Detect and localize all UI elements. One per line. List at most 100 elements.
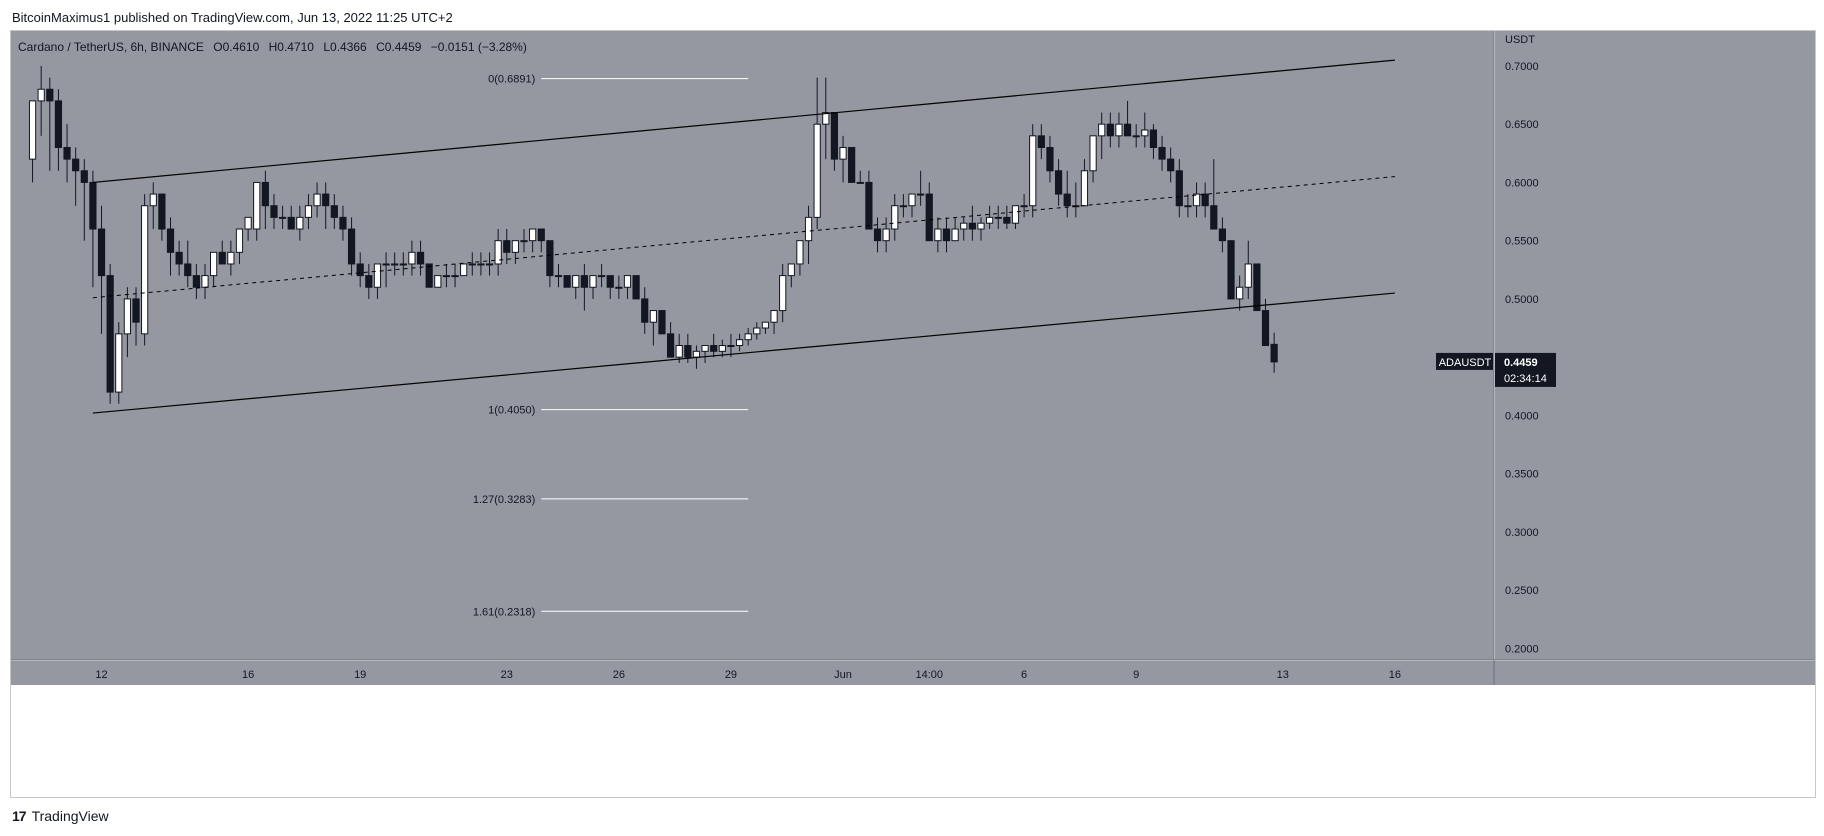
- candle[interactable]: [494, 229, 502, 276]
- candle[interactable]: [632, 275, 640, 300]
- candle[interactable]: [606, 275, 614, 299]
- candle[interactable]: [761, 321, 770, 334]
- candle[interactable]: [1244, 240, 1252, 299]
- candle[interactable]: [304, 194, 313, 230]
- candle[interactable]: [589, 275, 597, 299]
- candle[interactable]: [1123, 100, 1132, 137]
- candle[interactable]: [1218, 217, 1227, 253]
- candle[interactable]: [227, 240, 235, 276]
- candle[interactable]: [511, 240, 519, 264]
- candle[interactable]: [296, 205, 304, 241]
- candle[interactable]: [925, 182, 933, 242]
- candle[interactable]: [822, 77, 830, 160]
- candle[interactable]: [804, 205, 813, 264]
- candle[interactable]: [123, 287, 132, 358]
- candle[interactable]: [1227, 240, 1235, 300]
- candle[interactable]: [968, 205, 976, 241]
- candle[interactable]: [787, 263, 795, 288]
- candle[interactable]: [244, 216, 252, 241]
- candle[interactable]: [115, 322, 123, 404]
- candle[interactable]: [848, 146, 856, 183]
- candle[interactable]: [554, 263, 563, 288]
- candle[interactable]: [1037, 124, 1045, 160]
- candle[interactable]: [97, 205, 106, 334]
- candle[interactable]: [986, 205, 994, 230]
- candle[interactable]: [718, 339, 726, 358]
- candle[interactable]: [675, 333, 683, 363]
- candle[interactable]: [1089, 135, 1097, 183]
- channel-midline[interactable]: [92, 176, 1395, 299]
- candle[interactable]: [253, 181, 261, 241]
- candle[interactable]: [779, 263, 787, 323]
- candle[interactable]: [1201, 182, 1209, 218]
- candle[interactable]: [908, 193, 916, 218]
- candle[interactable]: [1098, 112, 1106, 160]
- candle[interactable]: [641, 287, 649, 334]
- candle[interactable]: [856, 170, 864, 184]
- candle[interactable]: [580, 263, 588, 311]
- candle[interactable]: [744, 328, 752, 346]
- candle[interactable]: [529, 228, 537, 253]
- candle[interactable]: [365, 263, 373, 299]
- candle[interactable]: [434, 275, 442, 288]
- candle[interactable]: [37, 65, 45, 136]
- candle[interactable]: [1175, 159, 1183, 218]
- candle[interactable]: [1054, 159, 1063, 206]
- channel-lower-line[interactable]: [92, 292, 1395, 414]
- candle[interactable]: [813, 77, 821, 230]
- candle[interactable]: [1253, 263, 1261, 312]
- candle[interactable]: [313, 182, 321, 218]
- candle[interactable]: [1020, 194, 1028, 218]
- candle[interactable]: [322, 182, 330, 230]
- candle[interactable]: [1063, 170, 1071, 218]
- candle[interactable]: [391, 252, 399, 276]
- tradingview-logo[interactable]: 17 TradingView: [12, 808, 109, 824]
- candle[interactable]: [72, 147, 80, 206]
- candle[interactable]: [270, 194, 278, 230]
- candle[interactable]: [210, 251, 218, 288]
- candle[interactable]: [382, 252, 390, 288]
- candle[interactable]: [839, 135, 847, 183]
- candle[interactable]: [1141, 112, 1149, 148]
- candle[interactable]: [451, 263, 459, 288]
- candle[interactable]: [917, 170, 925, 206]
- candle[interactable]: [977, 217, 985, 241]
- candle[interactable]: [572, 275, 580, 299]
- candle[interactable]: [106, 263, 114, 404]
- candle[interactable]: [1210, 159, 1218, 230]
- candle[interactable]: [175, 240, 183, 276]
- candle[interactable]: [287, 205, 295, 230]
- candle[interactable]: [727, 333, 735, 358]
- candle[interactable]: [899, 194, 907, 218]
- candle[interactable]: [891, 194, 899, 241]
- candle[interactable]: [149, 182, 157, 230]
- candle[interactable]: [735, 333, 744, 352]
- candle[interactable]: [261, 170, 269, 230]
- candle[interactable]: [658, 310, 666, 335]
- candle[interactable]: [166, 217, 175, 276]
- candle[interactable]: [28, 100, 37, 183]
- candle[interactable]: [1236, 275, 1244, 311]
- candle[interactable]: [442, 263, 451, 288]
- candle[interactable]: [753, 322, 761, 340]
- candle[interactable]: [951, 217, 959, 242]
- candle[interactable]: [416, 240, 425, 276]
- candle[interactable]: [347, 217, 356, 276]
- candle[interactable]: [994, 205, 1002, 230]
- candle[interactable]: [623, 275, 632, 299]
- candle[interactable]: [46, 77, 54, 171]
- price-axis[interactable]: [1495, 31, 1815, 660]
- candle[interactable]: [563, 275, 571, 288]
- candle[interactable]: [546, 240, 554, 288]
- candle[interactable]: [1270, 332, 1278, 373]
- candle[interactable]: [330, 194, 338, 230]
- candle[interactable]: [54, 89, 63, 171]
- candle[interactable]: [865, 170, 873, 230]
- candle[interactable]: [770, 310, 778, 334]
- candle[interactable]: [1115, 112, 1123, 148]
- time-axis[interactable]: [11, 661, 1815, 685]
- candle[interactable]: [1011, 205, 1020, 230]
- candle[interactable]: [598, 263, 606, 288]
- candle[interactable]: [796, 240, 804, 276]
- candle[interactable]: [1106, 112, 1114, 148]
